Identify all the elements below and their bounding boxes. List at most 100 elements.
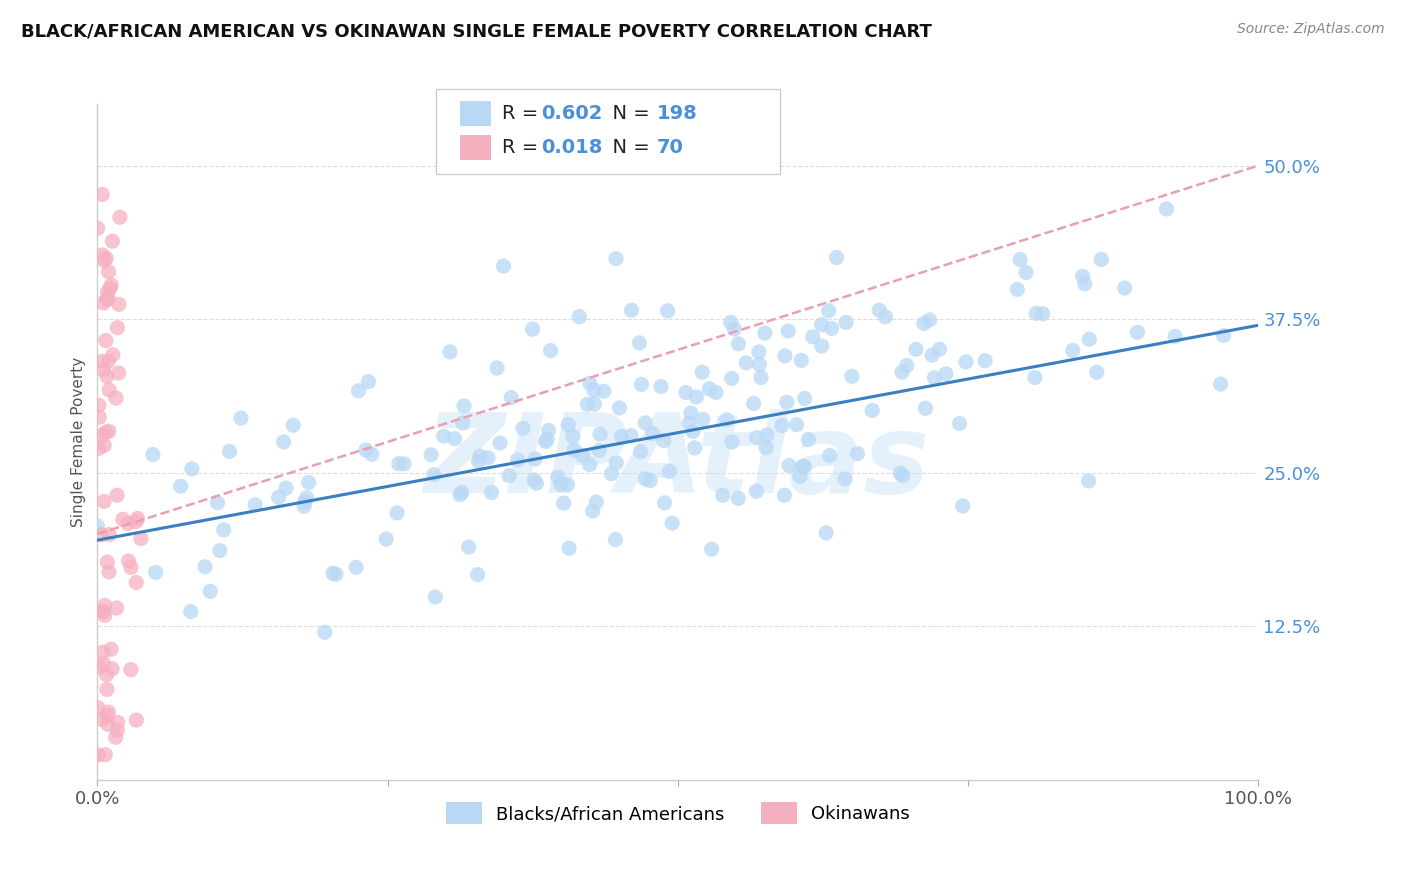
Point: [451, 416, 474, 430]
Point: [1209, 377, 1232, 392]
Point: [96, 369, 118, 384]
Point: [425, 590, 447, 604]
Point: [145, 566, 167, 580]
Point: [697, 382, 720, 396]
Point: [142, 448, 165, 462]
Point: [682, 425, 704, 439]
Point: [1074, 277, 1097, 291]
Point: [344, 560, 367, 574]
Point: [860, 403, 883, 417]
Point: [583, 397, 606, 411]
Point: [512, 421, 534, 435]
Point: [120, 560, 142, 574]
Point: [868, 303, 890, 318]
Point: [194, 559, 217, 574]
Point: [745, 484, 768, 499]
Point: [661, 516, 683, 530]
Point: [283, 418, 305, 433]
Point: [96, 708, 118, 723]
Point: [314, 625, 336, 640]
Point: [267, 491, 290, 505]
Point: [91, 354, 114, 368]
Point: [727, 336, 749, 351]
Point: [93, 438, 115, 452]
Point: [91, 645, 114, 659]
Point: [834, 472, 856, 486]
Point: [91, 248, 114, 262]
Point: [91, 296, 114, 310]
Point: [952, 499, 974, 513]
Point: [683, 441, 706, 455]
Point: [93, 657, 115, 671]
Point: [98, 281, 121, 295]
Point: [955, 355, 977, 369]
Point: [690, 365, 713, 379]
Point: [94, 334, 117, 348]
Point: [127, 511, 149, 525]
Text: ZIPAtlas: ZIPAtlas: [425, 409, 931, 516]
Point: [208, 543, 231, 558]
Point: [641, 426, 664, 441]
Point: [125, 713, 148, 727]
Point: [443, 432, 465, 446]
Point: [793, 459, 815, 474]
Point: [93, 253, 115, 268]
Point: [810, 318, 832, 332]
Point: [229, 411, 252, 425]
Point: [735, 356, 758, 370]
Point: [891, 365, 914, 379]
Point: [486, 361, 509, 376]
Point: [825, 251, 848, 265]
Point: [108, 297, 131, 311]
Point: [96, 285, 118, 300]
Point: [540, 343, 562, 358]
Point: [841, 369, 863, 384]
Point: [792, 459, 814, 474]
Point: [1077, 474, 1099, 488]
Point: [778, 324, 800, 338]
Point: [675, 385, 697, 400]
Point: [481, 485, 503, 500]
Point: [87, 747, 110, 762]
Point: [295, 491, 318, 505]
Point: [754, 326, 776, 340]
Point: [773, 349, 796, 363]
Point: [536, 433, 558, 447]
Point: [523, 473, 546, 487]
Point: [292, 500, 315, 514]
Point: [90, 528, 112, 542]
Text: N =: N =: [600, 103, 657, 123]
Point: [755, 427, 778, 442]
Point: [582, 504, 605, 518]
Point: [93, 599, 115, 613]
Point: [749, 370, 772, 384]
Point: [468, 449, 491, 463]
Point: [506, 453, 529, 467]
Point: [125, 575, 148, 590]
Point: [561, 429, 583, 443]
Point: [96, 293, 118, 307]
Point: [101, 348, 124, 362]
Point: [392, 457, 415, 471]
Point: [501, 391, 523, 405]
Point: [243, 498, 266, 512]
Point: [609, 401, 631, 415]
Point: [86, 519, 108, 533]
Point: [776, 395, 799, 409]
Point: [815, 525, 838, 540]
Point: [457, 540, 479, 554]
Point: [593, 384, 616, 399]
Point: [818, 449, 841, 463]
Point: [522, 322, 544, 336]
Point: [1024, 370, 1046, 384]
Point: [727, 491, 749, 506]
Point: [568, 310, 591, 324]
Point: [562, 443, 585, 458]
Point: [107, 320, 129, 334]
Point: [721, 434, 744, 449]
Point: [347, 384, 370, 398]
Point: [1164, 329, 1187, 343]
Text: 70: 70: [657, 137, 683, 157]
Point: [654, 496, 676, 510]
Point: [325, 567, 347, 582]
